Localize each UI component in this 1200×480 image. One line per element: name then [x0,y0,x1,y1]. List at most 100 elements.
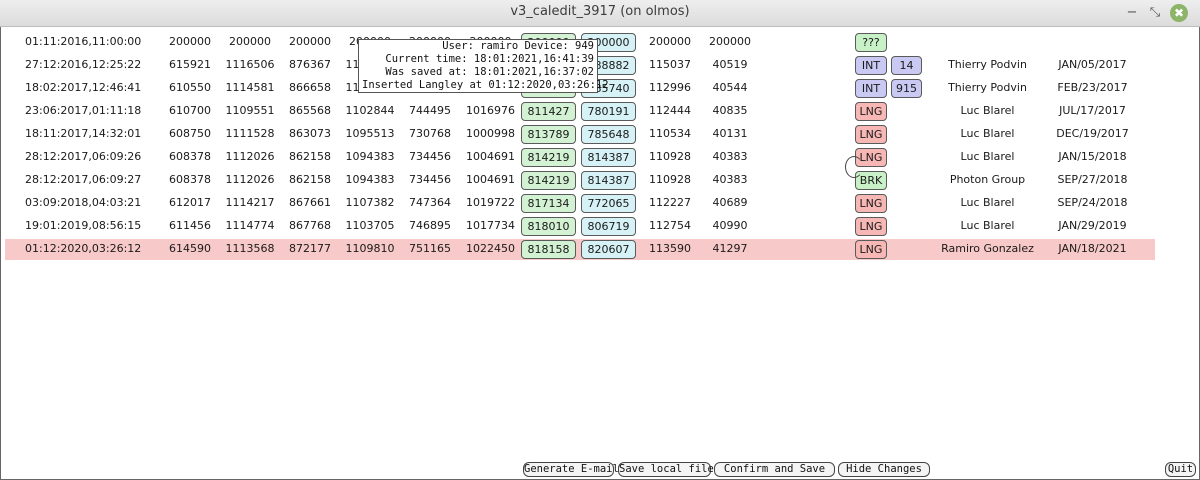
cell-c6: 1022450 [466,242,515,255]
green-value-box[interactable]: 813789 [521,125,576,144]
restore-icon[interactable]: ⤡ [1149,5,1161,20]
cell-c5: 747364 [409,196,451,209]
count-badge[interactable]: 14 [891,56,922,75]
cell-date: SEP/27/2018 [1057,173,1128,186]
cell-c1: 610550 [169,81,211,94]
cell-c7: 115037 [649,58,691,71]
tooltip-current-time: Current time: 18:01:2021,16:41:39 [385,53,594,65]
confirm-and-save-button[interactable]: Confirm and Save [714,462,835,477]
cell-name: Luc Blarel [960,104,1015,117]
cell-date: JAN/18/2021 [1058,242,1127,255]
cell-c4: 1109810 [345,242,395,255]
cell-c5: 746895 [409,219,451,232]
cell-date: JAN/15/2018 [1058,150,1127,163]
green-value-box[interactable]: 818158 [521,240,576,259]
cyan-value-box[interactable]: 780191 [581,102,636,121]
method-code-badge[interactable]: INT [855,56,887,75]
count-badge[interactable]: 915 [891,79,922,98]
cell-c0: 03:09:2018,04:03:21 [25,196,142,209]
hide-changes-button[interactable]: Hide Changes [838,462,930,477]
method-code-badge[interactable]: LNG [855,125,887,144]
cell-date: JUL/17/2017 [1059,104,1126,117]
cell-c2: 200000 [229,35,271,48]
cell-c8: 40835 [712,104,748,117]
method-code-badge[interactable]: LNG [855,217,887,236]
cell-c7: 110534 [649,127,691,140]
cell-c6: 1019722 [466,196,515,209]
cell-c0: 18:02:2017,12:46:41 [25,81,142,94]
cell-c1: 615921 [169,58,211,71]
green-value-box[interactable]: 814219 [521,148,576,167]
green-value-box[interactable]: 818010 [521,217,576,236]
tooltip-inserted: Inserted Langley at 01:12:2020,03:26:12 [362,79,609,91]
window-title: v3_caledit_3917 (on olmos) [510,4,690,19]
cell-c8: 40383 [712,173,748,186]
cell-c6: 1016976 [466,104,515,117]
cell-c2: 1112026 [225,173,275,186]
method-code-badge[interactable]: LNG [855,194,887,213]
cell-c3: 876367 [289,58,331,71]
method-code-badge[interactable]: LNG [855,102,887,121]
method-code-badge[interactable]: LNG [855,240,887,259]
tooltip-saved-at: Was saved at: 18:01:2021,16:37:02 [385,66,594,78]
close-icon[interactable]: ✖ [1170,4,1188,22]
cell-name: Luc Blarel [960,196,1015,209]
method-code-badge[interactable]: ??? [855,33,887,52]
green-value-box[interactable]: 814219 [521,171,576,190]
cyan-value-box[interactable]: 772065 [581,194,636,213]
generate-email-button[interactable]: Generate E-mail [523,462,619,477]
cell-c2: 1113568 [225,242,275,255]
table-row[interactable]: 23:06:2017,01:11:18 610700 1109551 865568 11… [5,101,1155,122]
cell-date: DEC/19/2017 [1056,127,1129,140]
cell-c2: 1112026 [225,150,275,163]
cell-c1: 608378 [169,150,211,163]
cell-c7: 112444 [649,104,691,117]
cell-c8: 40131 [712,127,748,140]
quit-button[interactable]: Quit [1165,462,1196,477]
cell-c3: 867661 [289,196,331,209]
cell-c2: 1116506 [225,58,275,71]
cell-c7: 110928 [649,173,691,186]
cyan-value-box[interactable]: 814387 [581,148,636,167]
cell-name: Luc Blarel [960,127,1015,140]
cyan-value-box[interactable]: 806719 [581,217,636,236]
cell-c5: 744495 [409,104,451,117]
cell-date: SEP/24/2018 [1057,196,1128,209]
cell-c2: 1114217 [225,196,275,209]
table-row[interactable]: 28:12:2017,06:09:27 608378 1112026 862158 10… [5,170,1155,191]
method-code-badge[interactable]: LNG [855,148,887,167]
method-code-badge[interactable]: INT [855,79,887,98]
cell-c2: 1111528 [225,127,275,140]
minimize-icon[interactable]: − [1126,5,1138,20]
cell-c8: 40990 [712,219,748,232]
save-local-file-button[interactable]: Save local file [618,462,714,477]
cell-c7: 112227 [649,196,691,209]
green-value-box[interactable]: 817134 [521,194,576,213]
cell-c5: 730768 [409,127,451,140]
cell-c3: 200000 [289,35,331,48]
title-bar: v3_caledit_3917 (on olmos) − ⤡ ✖ [0,0,1200,27]
cell-c7: 112996 [649,81,691,94]
table-row[interactable]: 18:11:2017,14:32:01 608750 1111528 863073 10… [5,124,1155,145]
green-value-box[interactable]: 811427 [521,102,576,121]
cell-name: Luc Blarel [960,150,1015,163]
cell-c8: 40544 [712,81,748,94]
cell-c0: 01:11:2016,11:00:00 [25,35,142,48]
table-row[interactable]: 19:01:2019,08:56:15 611456 1114774 867768 11… [5,216,1155,237]
cell-c2: 1114774 [225,219,275,232]
table-row[interactable]: 28:12:2017,06:09:26 608378 1112026 862158 10… [5,147,1155,168]
cell-name: Thierry Podvin [948,81,1027,94]
cell-date: JAN/29/2019 [1058,219,1127,232]
cyan-value-box[interactable]: 820607 [581,240,636,259]
cell-c0: 28:12:2017,06:09:27 [25,173,142,186]
cell-c4: 1094383 [345,150,395,163]
cell-c1: 610700 [169,104,211,117]
table-row[interactable]: 01:12:2020,03:26:12 614590 1113568 872177 11… [5,239,1155,260]
cell-name: Ramiro Gonzalez [941,242,1034,255]
cell-c4: 1102844 [345,104,395,117]
table-row[interactable]: 03:09:2018,04:03:21 612017 1114217 867661 11… [5,193,1155,214]
method-code-badge[interactable]: BRK [855,171,887,190]
cyan-value-box[interactable]: 814387 [581,171,636,190]
cell-c0: 23:06:2017,01:11:18 [25,104,142,117]
cyan-value-box[interactable]: 785648 [581,125,636,144]
